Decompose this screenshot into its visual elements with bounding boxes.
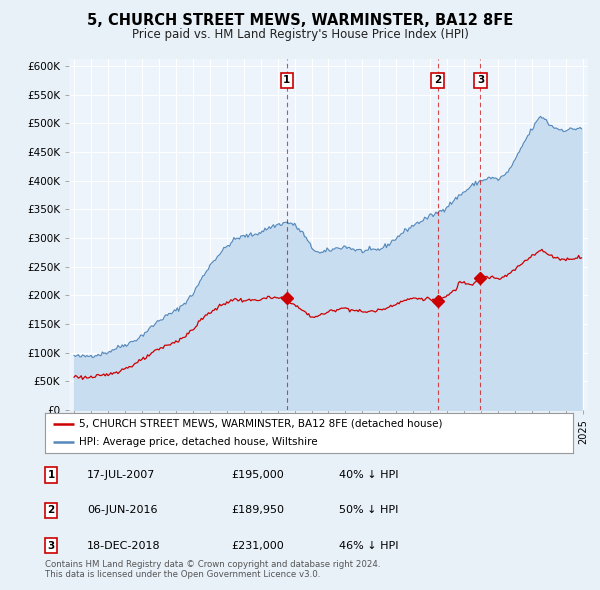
Text: Price paid vs. HM Land Registry's House Price Index (HPI): Price paid vs. HM Land Registry's House … [131,28,469,41]
Text: 18-DEC-2018: 18-DEC-2018 [87,541,161,550]
Text: 1: 1 [283,75,290,85]
Text: 17-JUL-2007: 17-JUL-2007 [87,470,155,480]
Text: 5, CHURCH STREET MEWS, WARMINSTER, BA12 8FE (detached house): 5, CHURCH STREET MEWS, WARMINSTER, BA12 … [79,419,443,429]
Text: £195,000: £195,000 [231,470,284,480]
Text: £189,950: £189,950 [231,506,284,515]
Text: 3: 3 [477,75,484,85]
Text: 5, CHURCH STREET MEWS, WARMINSTER, BA12 8FE: 5, CHURCH STREET MEWS, WARMINSTER, BA12 … [87,13,513,28]
Text: 50% ↓ HPI: 50% ↓ HPI [339,506,398,515]
Text: HPI: Average price, detached house, Wiltshire: HPI: Average price, detached house, Wilt… [79,437,318,447]
Text: 2: 2 [434,75,441,85]
Text: 06-JUN-2016: 06-JUN-2016 [87,506,157,515]
Text: 1: 1 [47,470,55,480]
Text: 46% ↓ HPI: 46% ↓ HPI [339,541,398,550]
Text: 3: 3 [47,541,55,550]
Text: 2: 2 [47,506,55,515]
Text: £231,000: £231,000 [231,541,284,550]
Text: Contains HM Land Registry data © Crown copyright and database right 2024.
This d: Contains HM Land Registry data © Crown c… [45,560,380,579]
Text: 40% ↓ HPI: 40% ↓ HPI [339,470,398,480]
